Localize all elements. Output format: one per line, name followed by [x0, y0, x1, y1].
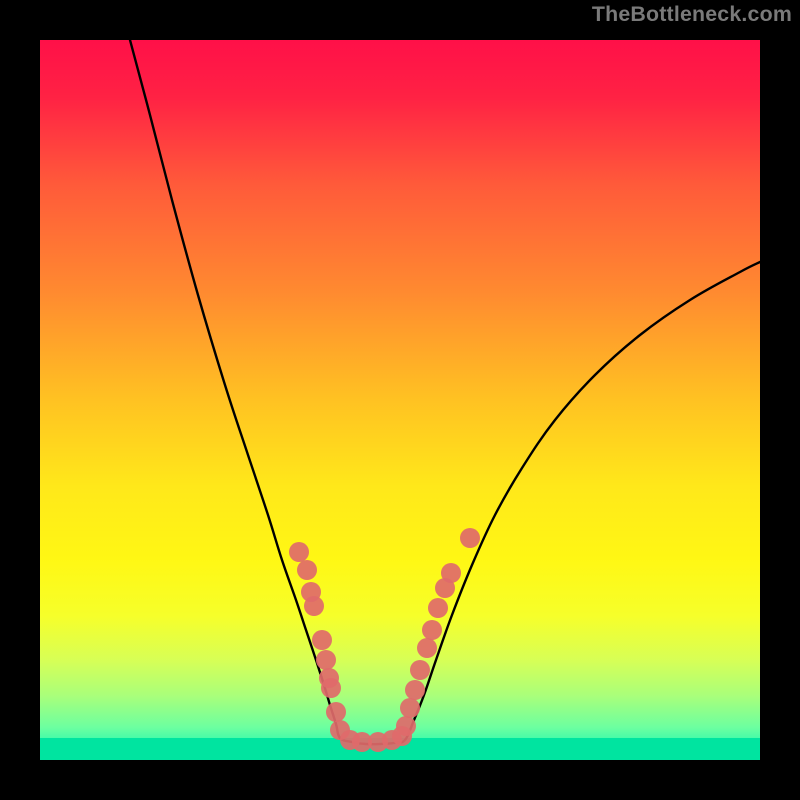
data-dot	[316, 650, 336, 670]
bottleneck-chart-svg	[0, 0, 800, 800]
data-dot	[400, 698, 420, 718]
data-dot	[289, 542, 309, 562]
data-dot	[396, 716, 416, 736]
watermark-text: TheBottleneck.com	[592, 2, 792, 27]
data-dot	[297, 560, 317, 580]
data-dot	[410, 660, 430, 680]
data-dot	[304, 596, 324, 616]
data-dot	[405, 680, 425, 700]
data-dot	[422, 620, 442, 640]
data-dot	[417, 638, 437, 658]
plot-area	[40, 40, 760, 760]
gradient-bg	[40, 40, 760, 760]
data-dot	[460, 528, 480, 548]
data-dot	[428, 598, 448, 618]
data-dot	[321, 678, 341, 698]
data-dot	[312, 630, 332, 650]
data-dot	[441, 563, 461, 583]
chart-root: { "canvas": { "width": 800, "height": 80…	[0, 0, 800, 800]
data-dot	[326, 702, 346, 722]
